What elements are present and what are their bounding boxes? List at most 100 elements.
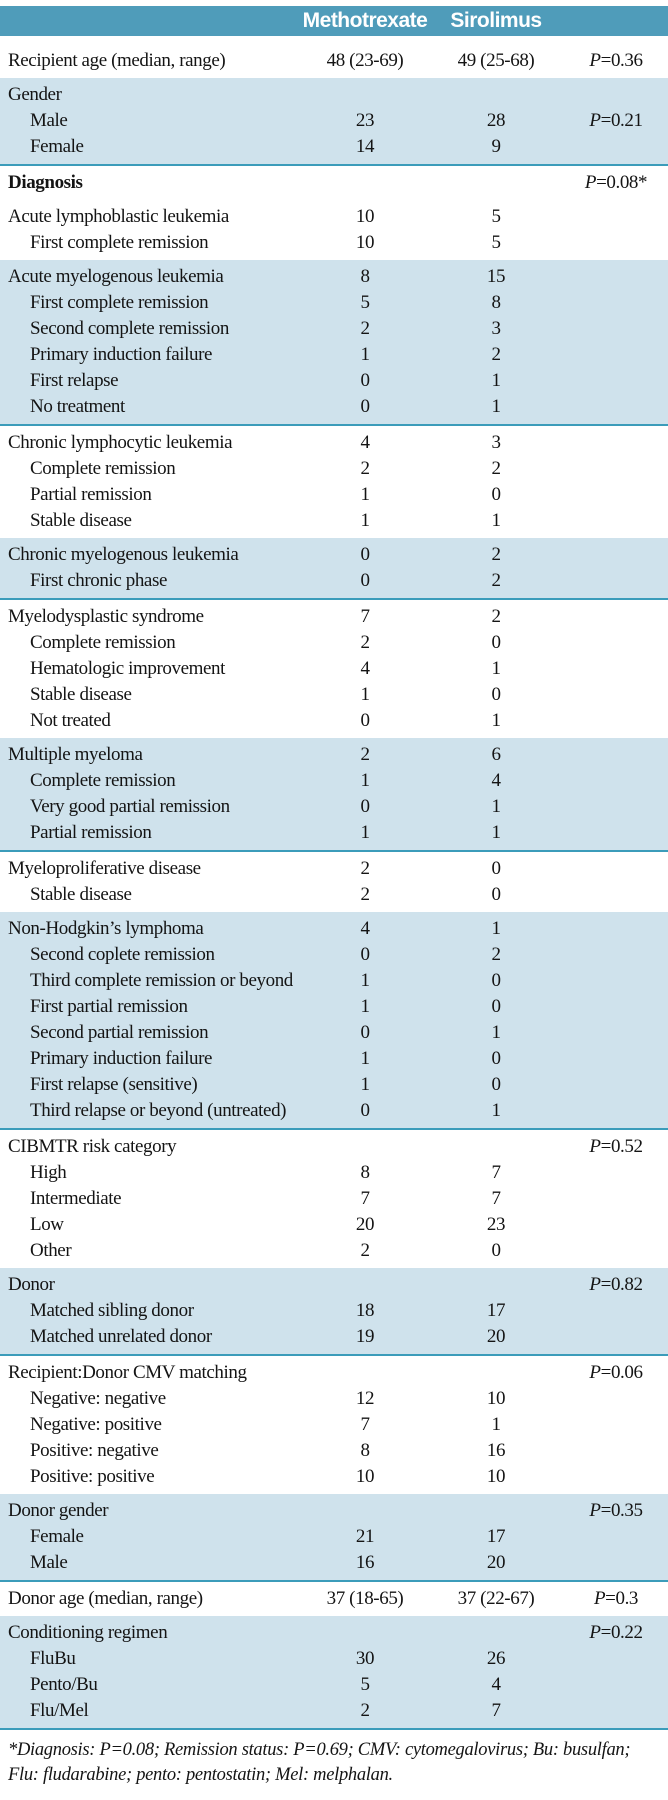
- row-label: First relapse (sensitive): [30, 1074, 198, 1095]
- sirolimus-value: 2: [491, 344, 501, 365]
- methotrexate-value: 30: [355, 1648, 375, 1669]
- column-header-methotrexate: Methotrexate: [302, 9, 428, 32]
- sirolimus-value: 0: [491, 684, 501, 705]
- table-row: Second complete remission 2 3: [0, 316, 668, 342]
- row-label: Conditioning regimen: [8, 1622, 168, 1643]
- table-row: Negative: negative 12 10: [0, 1386, 668, 1412]
- row-label: Partial remission: [30, 484, 152, 505]
- row-label: Hematologic improvement: [30, 658, 225, 679]
- sirolimus-value: 1: [491, 658, 501, 679]
- methotrexate-value: 8: [360, 266, 370, 287]
- row-label: Pento/Bu: [30, 1674, 98, 1695]
- table-row: Myelodysplastic syndrome 7 2: [0, 604, 668, 630]
- methotrexate-value: 1: [360, 970, 370, 991]
- table-row: Second partial remission 0 1: [0, 1020, 668, 1046]
- row-label: First complete remission: [30, 232, 209, 253]
- table-row: Low 20 23: [0, 1212, 668, 1238]
- sirolimus-value: 17: [486, 1300, 506, 1321]
- methotrexate-value: 21: [355, 1526, 375, 1547]
- row-label: Donor gender: [8, 1500, 109, 1521]
- methotrexate-value: 5: [360, 1674, 370, 1695]
- row-label: Stable disease: [30, 510, 132, 531]
- sirolimus-value: 4: [491, 1674, 501, 1695]
- methotrexate-value: 8: [360, 1440, 370, 1461]
- table-row: Stable disease 1 0: [0, 682, 668, 708]
- sirolimus-value: 2: [491, 544, 501, 565]
- row-label: Second coplete remission: [30, 944, 215, 965]
- table-section: Chronic lymphocytic leukemia 4 3 Complete r…: [0, 426, 668, 538]
- sirolimus-value: 5: [491, 206, 501, 227]
- table-row: Pento/Bu 5 4: [0, 1672, 668, 1698]
- methotrexate-value: 48 (23-69): [326, 50, 404, 71]
- sirolimus-value: 0: [491, 884, 501, 905]
- row-label: CIBMTR risk category: [8, 1136, 177, 1157]
- sirolimus-value: 23: [486, 1214, 506, 1235]
- table-section: Recipient age (median, range) 48 (23-69) 4…: [0, 44, 668, 78]
- table-row: Matched sibling donor 18 17: [0, 1298, 668, 1324]
- sirolimus-value: 1: [491, 370, 501, 391]
- table-footnote: *Diagnosis: P=0.08; Remission status: P=…: [8, 1740, 631, 1785]
- row-label: Myeloproliferative disease: [8, 858, 201, 879]
- methotrexate-value: 4: [360, 918, 370, 939]
- sirolimus-value: 0: [491, 1074, 501, 1095]
- row-label: First partial remission: [30, 996, 188, 1017]
- table-row: Female 14 9: [0, 134, 668, 160]
- row-label: Low: [30, 1214, 64, 1235]
- p-value: P=0.35: [589, 1500, 643, 1521]
- row-label: Second complete remission: [30, 318, 229, 339]
- row-label: Second partial remission: [30, 1022, 209, 1043]
- methotrexate-value: 1: [360, 770, 370, 791]
- table-row: Conditioning regimen P=0.22: [0, 1620, 668, 1646]
- table-row: Complete remission 1 4: [0, 768, 668, 794]
- table-section: Acute myelogenous leukemia 8 15 First compl…: [0, 260, 668, 426]
- column-header-sirolimus: Sirolimus: [450, 9, 542, 32]
- methotrexate-value: 1: [360, 484, 370, 505]
- table-row: Partial remission 1 1: [0, 820, 668, 846]
- sirolimus-value: 0: [491, 970, 501, 991]
- row-label: Donor: [8, 1274, 55, 1295]
- methotrexate-value: 0: [360, 396, 370, 417]
- p-value: P=0.06: [589, 1362, 643, 1383]
- row-label: Female: [30, 1526, 84, 1547]
- table-row: No treatment 0 1: [0, 394, 668, 420]
- row-label: High: [30, 1162, 67, 1183]
- sirolimus-value: 1: [491, 1100, 501, 1121]
- sirolimus-value: 20: [486, 1326, 506, 1347]
- table-section: Chronic myelogenous leukemia 0 2 First chro…: [0, 538, 668, 600]
- row-label: Third relapse or beyond (untreated): [30, 1100, 287, 1121]
- table-header-band: Methotrexate Sirolimus: [0, 6, 668, 36]
- sirolimus-value: 2: [491, 944, 501, 965]
- methotrexate-value: 7: [360, 1188, 370, 1209]
- methotrexate-value: 7: [360, 606, 370, 627]
- table-section: Non-Hodgkin’s lymphoma 4 1 Second coplete r…: [0, 912, 668, 1130]
- row-label: Intermediate: [30, 1188, 122, 1209]
- table-row: Multiple myeloma 2 6: [0, 742, 668, 768]
- row-label: Complete remission: [30, 632, 176, 653]
- sirolimus-value: 7: [491, 1700, 501, 1721]
- row-label: Recipient:Donor CMV matching: [8, 1362, 247, 1383]
- sirolimus-value: 15: [486, 266, 506, 287]
- methotrexate-value: 18: [355, 1300, 375, 1321]
- sirolimus-value: 1: [491, 710, 501, 731]
- row-label: Matched unrelated donor: [30, 1326, 212, 1347]
- sirolimus-value: 0: [491, 858, 501, 879]
- sirolimus-value: 6: [491, 744, 501, 765]
- row-label: Acute lymphoblastic leukemia: [8, 206, 229, 227]
- sirolimus-value: 1: [491, 396, 501, 417]
- row-label: Third complete remission or beyond: [30, 970, 293, 991]
- row-label: Flu/Mel: [30, 1700, 89, 1721]
- row-label: First complete remission: [30, 292, 209, 313]
- methotrexate-value: 2: [360, 858, 370, 879]
- table-row: Complete remission 2 2: [0, 456, 668, 482]
- sirolimus-value: 1: [491, 822, 501, 843]
- sirolimus-value: 1: [491, 1414, 501, 1435]
- table-row: First chronic phase 0 2: [0, 568, 668, 594]
- row-label: Diagnosis: [8, 172, 83, 193]
- row-label: Not treated: [30, 710, 111, 731]
- row-label: Male: [30, 1552, 68, 1573]
- p-value: P=0.08*: [584, 172, 648, 193]
- table-row: Donor age (median, range) 37 (18-65) 37 (2…: [0, 1586, 668, 1612]
- table-section: Gender Male 23 28 P=0.21 Female 14 9: [0, 78, 668, 166]
- row-label: First chronic phase: [30, 570, 167, 591]
- row-label: Acute myelogenous leukemia: [8, 266, 224, 287]
